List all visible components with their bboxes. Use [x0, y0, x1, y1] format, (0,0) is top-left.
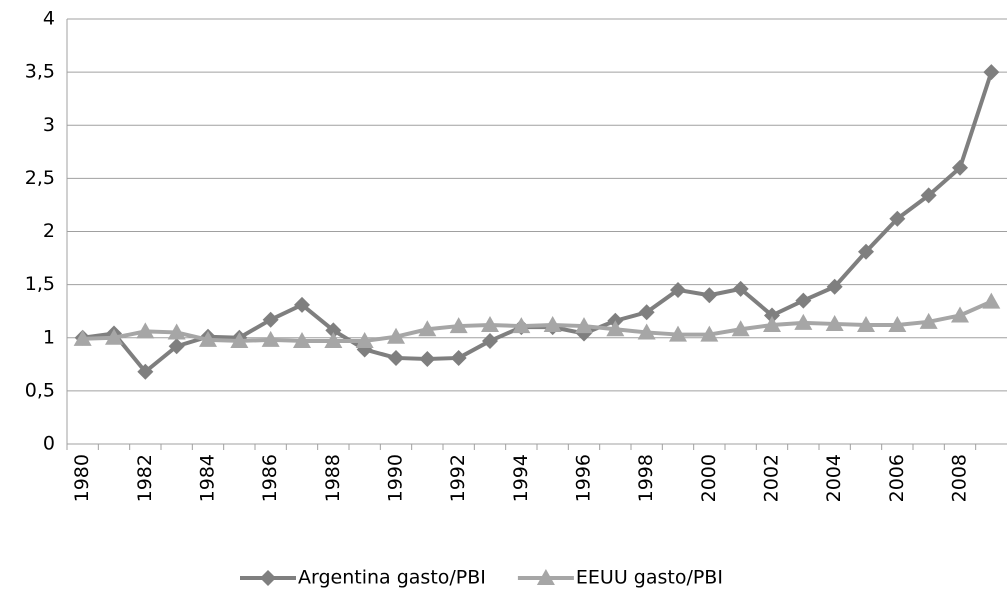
- marker: [670, 281, 686, 298]
- marker: [637, 323, 656, 340]
- y-tick-label: 4: [43, 8, 55, 30]
- marker: [512, 317, 531, 334]
- marker: [575, 317, 593, 334]
- marker: [355, 331, 374, 348]
- marker: [387, 327, 405, 344]
- marker: [858, 243, 874, 260]
- x-tick-label: 1986: [259, 454, 281, 502]
- x-tick-label: 1982: [134, 454, 156, 502]
- x-tick-label: 1980: [71, 454, 93, 502]
- marker: [325, 322, 342, 339]
- legend-label: Argentina gasto/PBI: [298, 567, 486, 589]
- marker: [419, 351, 436, 367]
- marker: [260, 570, 276, 586]
- marker: [136, 322, 155, 339]
- marker: [701, 287, 718, 304]
- marker: [481, 316, 499, 332]
- legend-label: EEUU gasto/PBI: [576, 567, 723, 589]
- marker: [137, 363, 154, 380]
- x-tick-label: 2006: [886, 454, 908, 502]
- x-tick-label: 2004: [823, 454, 845, 502]
- marker: [638, 304, 655, 321]
- marker: [167, 323, 186, 340]
- y-tick-label: 1,5: [25, 273, 55, 295]
- y-tick-label: 1: [43, 326, 55, 348]
- marker: [230, 331, 249, 348]
- marker: [700, 325, 719, 342]
- marker: [168, 338, 185, 355]
- x-tick-label: 1996: [573, 454, 595, 502]
- marker: [825, 314, 844, 331]
- marker: [951, 306, 969, 323]
- marker: [293, 331, 311, 348]
- series-line: [82, 299, 993, 343]
- x-tick-label: 1990: [385, 454, 407, 502]
- y-tick-label: 2,5: [25, 167, 55, 189]
- marker: [952, 159, 968, 176]
- x-tick-label: 1994: [510, 454, 532, 502]
- marker: [73, 329, 92, 346]
- marker: [982, 292, 1001, 309]
- marker: [794, 313, 813, 330]
- x-tick-label: 2002: [761, 454, 783, 502]
- marker: [763, 316, 781, 332]
- marker: [418, 320, 437, 337]
- marker: [606, 320, 625, 337]
- marker: [105, 328, 123, 345]
- marker: [449, 317, 468, 334]
- x-tick-label: 1984: [197, 454, 219, 502]
- marker: [826, 278, 843, 295]
- y-tick-label: 2: [43, 220, 55, 242]
- y-tick-label: 3: [43, 114, 55, 136]
- y-tick-label: 0,5: [25, 379, 55, 401]
- marker: [919, 312, 938, 329]
- marker: [294, 296, 310, 313]
- marker: [920, 187, 937, 204]
- y-tick-label: 3,5: [25, 61, 55, 83]
- marker: [199, 330, 217, 347]
- marker: [482, 332, 498, 349]
- x-tick-label: 1998: [635, 454, 657, 502]
- marker: [889, 210, 906, 227]
- y-tick-label: 0: [43, 433, 55, 455]
- marker: [732, 280, 749, 297]
- marker: [262, 311, 279, 328]
- x-tick-label: 2008: [949, 454, 971, 502]
- marker: [795, 292, 812, 309]
- x-tick-label: 1992: [447, 454, 469, 502]
- marker: [669, 325, 687, 342]
- x-tick-label: 2000: [698, 454, 720, 502]
- marker: [857, 316, 875, 332]
- marker: [388, 349, 404, 366]
- marker: [731, 320, 750, 337]
- marker: [764, 307, 780, 324]
- marker: [543, 316, 562, 332]
- x-tick-label: 1988: [322, 454, 344, 502]
- marker: [324, 331, 343, 348]
- marker: [261, 330, 280, 347]
- marker: [536, 569, 555, 585]
- marker: [983, 64, 1000, 81]
- marker: [888, 316, 907, 332]
- marker: [450, 349, 467, 366]
